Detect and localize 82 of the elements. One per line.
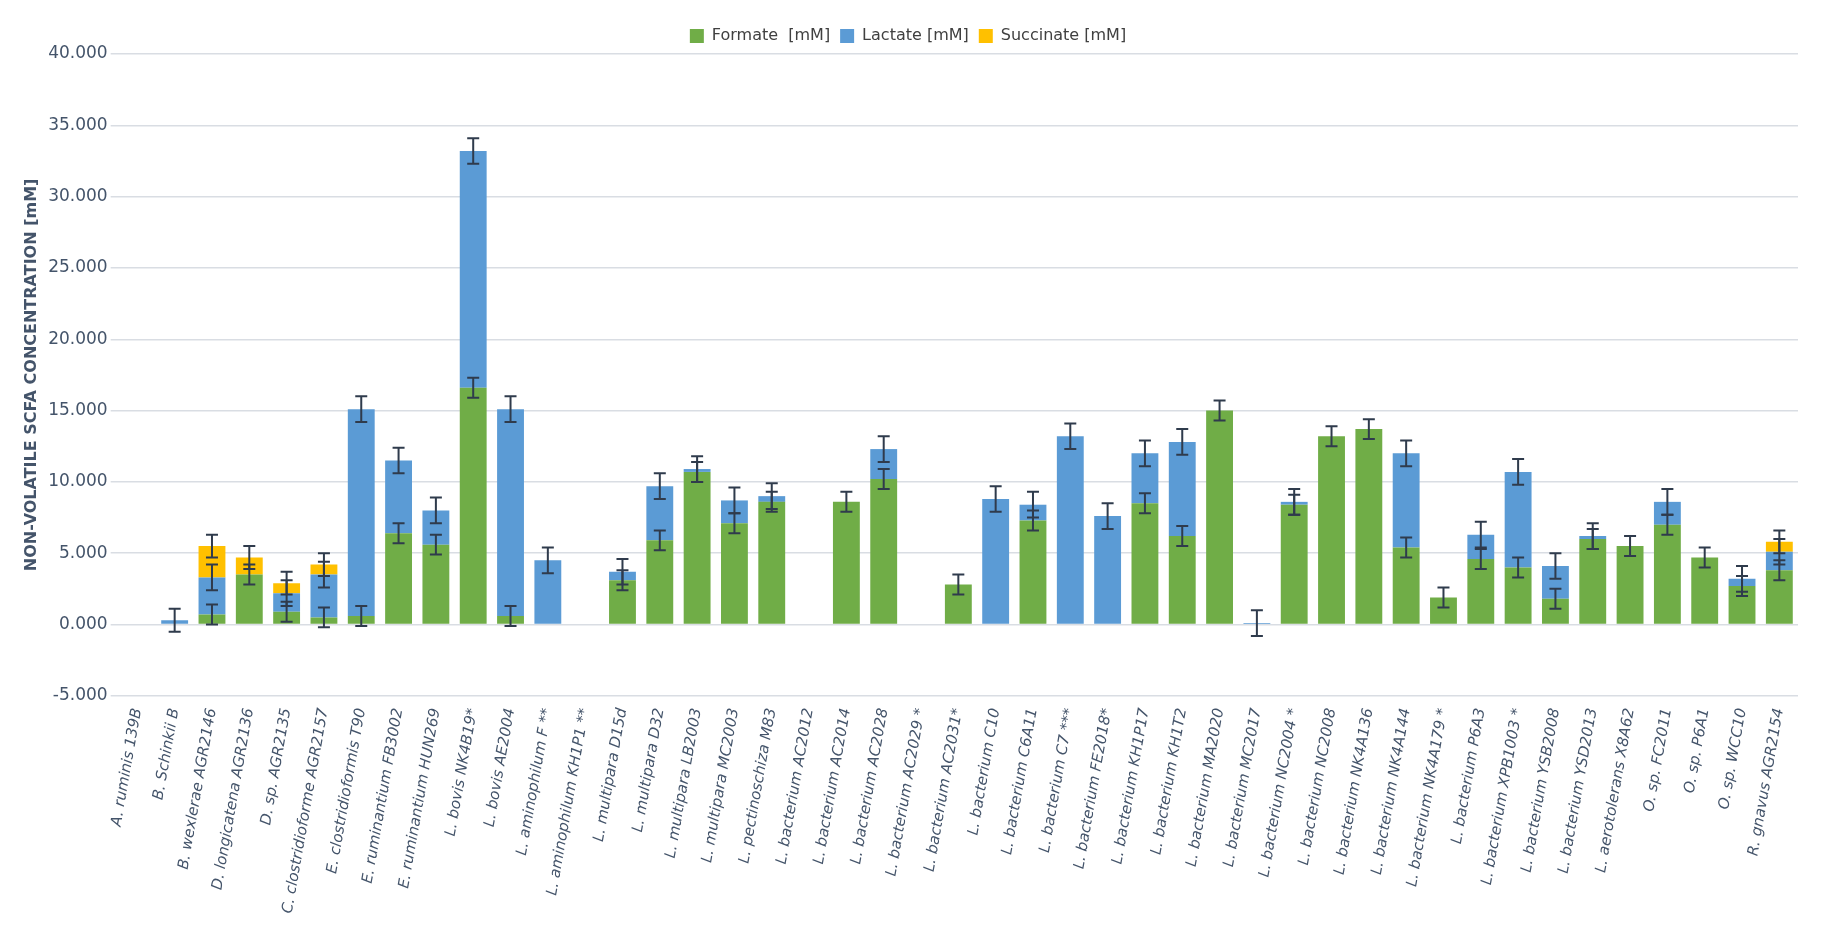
- legend-label: Lactate [mM]: [862, 25, 969, 45]
- bar: [1280, 504, 1308, 624]
- bar: [459, 150, 487, 388]
- bar: [1430, 597, 1457, 624]
- bar: [609, 580, 636, 624]
- bar: [534, 560, 562, 624]
- bar: [1168, 536, 1196, 624]
- y-tick-label: 5.000: [59, 541, 108, 562]
- bar: [459, 387, 487, 624]
- x-tick-label: O. sp. WCC10: [1714, 706, 1750, 811]
- y-tick-label: 20.000: [48, 327, 108, 348]
- bar: [310, 617, 338, 624]
- bar: [1131, 453, 1159, 504]
- bar: [1542, 598, 1569, 624]
- bar: [646, 486, 674, 541]
- bar: [347, 615, 375, 624]
- bar: [161, 620, 189, 624]
- y-tick-label: -5.000: [52, 684, 108, 705]
- bar: [944, 584, 972, 624]
- y-axis-title: NON-VOLATILE SCFA CONCENTRATION [mM]: [20, 178, 40, 572]
- bar: [1019, 520, 1047, 624]
- bar: [1616, 546, 1644, 624]
- bar: [1467, 558, 1495, 624]
- bar: [235, 574, 263, 624]
- bar: [683, 469, 711, 472]
- bar: [1765, 570, 1793, 624]
- bar: [1318, 436, 1345, 624]
- bar: [1056, 436, 1084, 624]
- bar: [198, 577, 226, 615]
- bar: [1728, 586, 1756, 624]
- bar: [1765, 541, 1793, 552]
- bar: [1653, 524, 1681, 624]
- y-tick-label: 25.000: [48, 256, 108, 277]
- bar: [1691, 557, 1719, 624]
- bar: [646, 540, 674, 624]
- bar: [347, 409, 375, 616]
- bar: [683, 471, 711, 624]
- bar: [497, 615, 524, 624]
- legend-label: Succinate [mM]: [1000, 25, 1127, 45]
- bar: [1504, 567, 1532, 624]
- x-tick-label: L. bacterium C10: [963, 706, 1004, 837]
- bar: [497, 409, 524, 616]
- bar: [273, 583, 301, 594]
- x-tick-label: L. bovis NK4B19*: [440, 706, 482, 838]
- bar: [385, 460, 412, 534]
- y-tick-label: 35.000: [48, 113, 108, 134]
- bar: [1094, 516, 1122, 624]
- bar: [758, 501, 786, 624]
- y-tick-label: 10.000: [48, 470, 108, 491]
- bar: [1579, 536, 1607, 539]
- bar: [982, 499, 1010, 624]
- x-tick-label: O. sp. FC2011: [1639, 706, 1676, 814]
- x-tick-label: B. Schinkii B: [148, 706, 183, 802]
- bar: [832, 501, 860, 624]
- x-tick-label: L. multipara D32: [628, 706, 668, 834]
- bar: [1355, 429, 1383, 624]
- x-tick-label: L. multipara D15d: [589, 706, 631, 843]
- y-tick-label: 15.000: [48, 398, 108, 419]
- x-tick-label: D. sp. AGR2135: [256, 706, 295, 827]
- bar: [1579, 538, 1607, 624]
- x-tick-label: O. sp. P6A1: [1679, 706, 1713, 795]
- bar: [1392, 547, 1420, 624]
- bar: [422, 510, 450, 545]
- bar: [1504, 471, 1532, 568]
- x-tick-label: L. bacterium P6A3: [1446, 706, 1489, 846]
- y-tick-label: 40.000: [48, 42, 108, 63]
- bar: [721, 523, 748, 624]
- legend-label: Formate [mM]: [711, 25, 831, 45]
- x-tick-label: A. ruminis 139B: [106, 706, 146, 829]
- bar: [422, 544, 450, 624]
- bar: [1280, 501, 1308, 505]
- y-tick-label: 30.000: [48, 185, 108, 206]
- bar: [1392, 453, 1420, 548]
- bar: [870, 479, 898, 624]
- y-tick-label: 0.000: [59, 612, 108, 633]
- bar: [310, 564, 338, 575]
- bar: [758, 496, 786, 502]
- bar: [1206, 410, 1233, 624]
- bar: [1131, 503, 1159, 624]
- bar: [385, 533, 412, 624]
- x-tick-label: L. bovis AE2004: [479, 706, 519, 829]
- bar: [1168, 441, 1196, 537]
